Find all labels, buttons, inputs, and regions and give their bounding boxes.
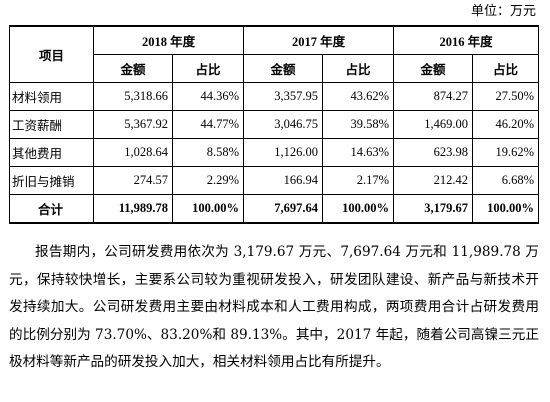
cell-value: 5,318.66 [93,82,173,111]
cell-value: 1,469.00 [393,110,474,139]
total-value: 7,697.64 [243,194,324,224]
header-amount: 金额 [93,54,173,83]
analysis-paragraph: 报告期内，公司研发费用依次为 3,179.67 万元、7,697.64 万元和 … [9,244,539,370]
header-year-2018: 2018 年度 [92,25,245,55]
cell-value: 5,367.92 [93,110,173,139]
header-amount: 金额 [393,54,474,83]
cell-value: 212.42 [393,166,474,195]
header-item: 项目 [9,25,94,83]
cell-value: 44.36% [171,82,245,111]
header-ratio: 占比 [171,54,245,83]
cell-value: 43.62% [322,82,395,111]
cell-value: 3,357.95 [243,82,324,111]
cell-value: 1,126.00 [243,138,324,167]
header-year-2016: 2016 年度 [393,25,540,55]
cell-value: 274.57 [93,166,173,195]
row-label: 材料领用 [9,82,94,111]
row-label: 其他费用 [9,138,94,167]
cell-value: 44.77% [171,110,245,139]
cell-value: 166.94 [243,166,324,195]
table-header-columns: 金额 占比 金额 占比 金额 占比 [10,54,540,83]
header-ratio: 占比 [322,54,395,83]
cell-value: 8.58% [171,138,245,167]
cell-value: 2.29% [171,166,245,195]
header-ratio: 占比 [472,54,540,83]
rd-expense-table: 项目 2018 年度 2017 年度 2016 年度 金额 占比 金额 占比 金… [9,25,540,224]
cell-value: 3,046.75 [243,110,324,139]
row-label: 折旧与摊销 [9,166,94,195]
total-value: 100.00% [322,194,395,224]
total-label: 合计 [9,194,94,224]
cell-value: 27.50% [472,82,540,111]
total-value: 100.00% [472,194,540,224]
unit-label: 单位：万元 [470,4,536,19]
table-row: 折旧与摊销 274.57 2.29% 166.94 2.17% 212.42 6… [9,166,540,195]
cell-value: 1,028.64 [93,138,173,167]
cell-value: 2.17% [322,166,395,195]
cell-value: 19.62% [472,138,540,167]
table-total-row: 合计 11,989.78 100.00% 7,697.64 100.00% 3,… [9,194,540,224]
cell-value: 14.63% [322,138,395,167]
total-value: 3,179.67 [393,194,474,224]
cell-value: 874.27 [393,82,474,111]
table-row: 工资薪酬 5,367.92 44.77% 3,046.75 39.58% 1,4… [9,110,540,139]
cell-value: 6.68% [472,166,540,195]
table-row: 其他费用 1,028.64 8.58% 1,126.00 14.63% 623.… [9,138,540,167]
cell-value: 623.98 [393,138,474,167]
header-amount: 金额 [243,54,324,83]
total-value: 100.00% [171,194,245,224]
cell-value: 39.58% [322,110,395,139]
row-label: 工资薪酬 [9,110,94,139]
table-row: 材料领用 5,318.66 44.36% 3,357.95 43.62% 874… [9,82,540,111]
total-value: 11,989.78 [93,194,173,224]
header-year-2017: 2017 年度 [243,25,395,55]
cell-value: 46.20% [472,110,540,139]
table-header-years: 项目 2018 年度 2017 年度 2016 年度 [9,25,540,83]
